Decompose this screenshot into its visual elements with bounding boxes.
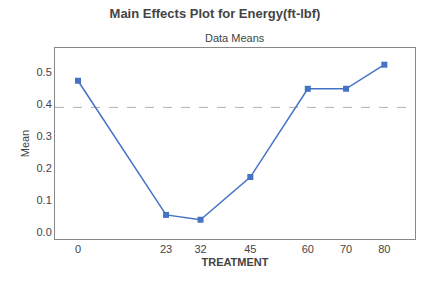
svg-text:Main Effects Plot for Energy(f: Main Effects Plot for Energy(ft-lbf) [110, 6, 321, 21]
svg-text:80: 80 [378, 243, 390, 255]
svg-text:45: 45 [244, 243, 256, 255]
svg-text:0.4: 0.4 [37, 98, 52, 110]
svg-text:0.0: 0.0 [37, 226, 52, 238]
svg-text:0.2: 0.2 [37, 162, 52, 174]
svg-text:0.1: 0.1 [37, 194, 52, 206]
svg-text:0.5: 0.5 [37, 66, 52, 78]
svg-text:60: 60 [302, 243, 314, 255]
svg-text:TREATMENT: TREATMENT [201, 256, 268, 268]
svg-text:70: 70 [340, 243, 352, 255]
svg-text:Mean: Mean [19, 130, 31, 158]
svg-text:0: 0 [75, 243, 81, 255]
svg-text:0.3: 0.3 [37, 130, 52, 142]
svg-text:Data Means: Data Means [205, 32, 265, 44]
svg-text:23: 23 [160, 243, 172, 255]
svg-text:32: 32 [194, 243, 206, 255]
